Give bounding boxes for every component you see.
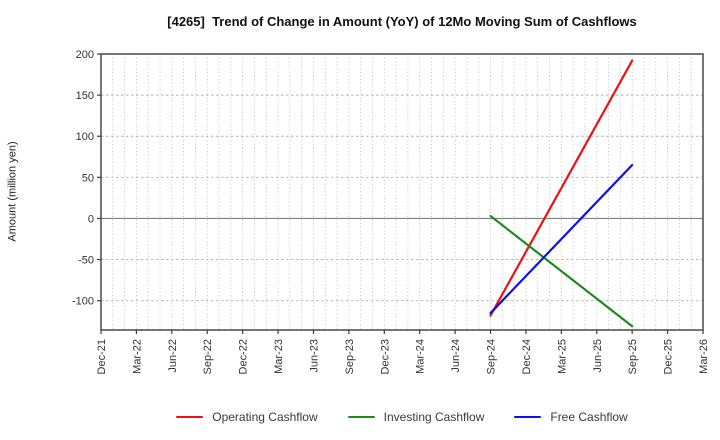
- svg-text:Mar-24: Mar-24: [415, 339, 427, 374]
- svg-text:150: 150: [76, 90, 94, 102]
- svg-text:Sep-23: Sep-23: [344, 339, 356, 374]
- legend-line-operating-swatch: [176, 415, 204, 419]
- legend: Operating Cashflow Investing Cashflow Fr…: [101, 407, 703, 427]
- svg-text:100: 100: [76, 131, 94, 143]
- legend-line-free-swatch: [514, 415, 542, 419]
- svg-text:Sep-25: Sep-25: [627, 339, 639, 374]
- svg-text:Jun-25: Jun-25: [592, 339, 604, 373]
- svg-text:Sep-24: Sep-24: [486, 339, 498, 374]
- svg-text:Mar-23: Mar-23: [273, 339, 285, 374]
- svg-text:Mar-22: Mar-22: [131, 339, 143, 374]
- svg-text:Mar-26: Mar-26: [698, 339, 710, 374]
- svg-text:Dec-21: Dec-21: [96, 339, 108, 374]
- svg-text:Jun-23: Jun-23: [308, 339, 320, 373]
- svg-text:-50: -50: [78, 255, 94, 267]
- legend-item-operating-cashflow: Operating Cashflow: [176, 410, 318, 424]
- svg-text:Jun-24: Jun-24: [450, 339, 462, 373]
- legend-line-investing-swatch: [347, 415, 375, 419]
- svg-text:Sep-22: Sep-22: [202, 339, 214, 374]
- svg-text:50: 50: [82, 172, 94, 184]
- chart-title: [4265] Trend of Change in Amount (YoY) o…: [167, 14, 637, 29]
- legend-label-free: Free Cashflow: [550, 410, 628, 424]
- svg-text:Dec-22: Dec-22: [238, 339, 250, 374]
- legend-item-investing-cashflow: Investing Cashflow: [347, 410, 485, 424]
- legend-label-operating: Operating Cashflow: [212, 410, 318, 424]
- legend-item-free-cashflow: Free Cashflow: [514, 410, 628, 424]
- svg-text:Jun-22: Jun-22: [167, 339, 179, 373]
- svg-text:0: 0: [88, 213, 94, 225]
- svg-text:200: 200: [76, 49, 94, 61]
- legend-label-investing: Investing Cashflow: [383, 410, 485, 424]
- svg-text:Dec-25: Dec-25: [663, 339, 675, 374]
- svg-text:Mar-25: Mar-25: [556, 339, 568, 374]
- svg-text:-100: -100: [72, 296, 94, 308]
- svg-text:Dec-23: Dec-23: [379, 339, 391, 374]
- svg-text:Dec-24: Dec-24: [521, 339, 533, 374]
